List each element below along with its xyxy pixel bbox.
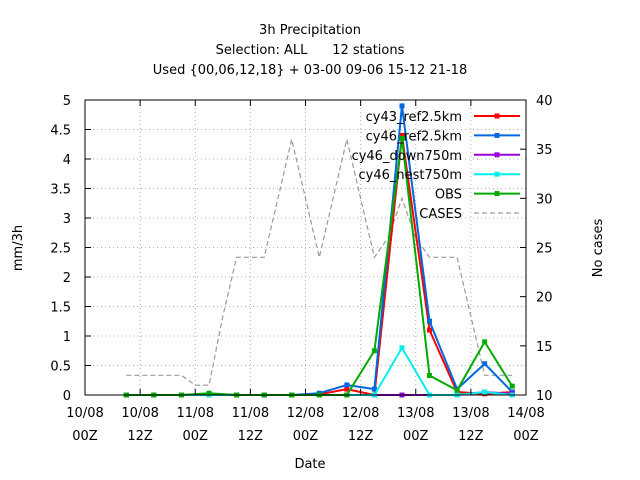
x-tick-label-hour: 12Z <box>238 429 264 444</box>
series-point <box>427 318 433 324</box>
x-tick-label-date: 12/08 <box>342 406 379 421</box>
x-tick-label-hour: 12Z <box>348 429 374 444</box>
title-line-2: Selection: ALL 12 stations <box>216 43 405 58</box>
y-tick-label: 3.5 <box>50 183 71 198</box>
y-tick-label: 3 <box>63 212 71 227</box>
y2-tick-label: 10 <box>536 389 553 404</box>
grid <box>85 100 526 395</box>
x-tick-label-date: 13/08 <box>452 406 489 421</box>
legend-marker <box>494 113 500 119</box>
x-tick-label-hour: 00Z <box>403 429 429 444</box>
series-point <box>399 103 405 109</box>
series-point <box>371 386 377 392</box>
x-tick-label-date: 11/08 <box>177 406 214 421</box>
y-tick-label: 2.5 <box>50 242 71 257</box>
series-point <box>482 361 488 367</box>
x-tick-label-hour: 00Z <box>513 429 539 444</box>
y2-tick-label: 30 <box>536 192 553 207</box>
legend-label: cy46_nest750m <box>359 168 462 183</box>
legend-label: cy43_ref2.5km <box>366 110 462 125</box>
x-tick-label-date: 14/08 <box>507 406 544 421</box>
x-tick-label-hour: 12Z <box>458 429 484 444</box>
legend: cy43_ref2.5km cy46_ref2.5km cy46_down750mc… <box>352 110 520 222</box>
series-point <box>427 327 433 333</box>
y-tick-label: 1.5 <box>50 301 71 316</box>
y2-tick-label: 35 <box>536 143 553 158</box>
x-tick-label-hour: 00Z <box>72 429 98 444</box>
series-point <box>509 383 515 389</box>
y2-tick-label: 15 <box>536 340 553 355</box>
series-point <box>482 389 488 395</box>
y-axis-label: mm/3h <box>11 225 26 271</box>
y-tick-label: 5 <box>63 94 71 109</box>
legend-label: cy46_ref2.5km <box>366 129 462 144</box>
y-tick-label: 4.5 <box>50 124 71 139</box>
title-line-3: Used {00,06,12,18} + 03-00 09-06 15-12 2… <box>153 63 467 78</box>
y-tick-label: 0.5 <box>50 360 71 375</box>
x-tick-label-date: 10/08 <box>66 406 103 421</box>
y-tick-label: 2 <box>63 271 71 286</box>
series-point <box>427 373 433 379</box>
series-layer <box>123 103 515 398</box>
x-tick-label-date: 13/08 <box>397 406 434 421</box>
series-point <box>206 390 212 396</box>
chart-title: 3h Precipitation Selection: ALL 12 stati… <box>153 23 467 78</box>
y2-tick-label: 20 <box>536 291 553 306</box>
title-line-1: 3h Precipitation <box>259 23 361 38</box>
series-point <box>454 387 460 393</box>
series-point <box>399 345 405 351</box>
y-tick-label: 1 <box>63 330 71 345</box>
x-tick-label-date: 10/08 <box>121 406 158 421</box>
y-tick-label: 4 <box>63 153 71 168</box>
axis-ticks: 10/08 00Z 10/08 12Z 11/08 00Z 11/08 12Z 12/08 00Z… <box>50 94 552 444</box>
y2-tick-label: 25 <box>536 242 553 257</box>
y-tick-label: 0 <box>63 389 71 404</box>
x-tick-label-date: 12/08 <box>287 406 324 421</box>
legend-label: CASES <box>419 207 462 222</box>
series-point <box>399 135 405 141</box>
legend-label: cy46_down750m <box>352 149 462 164</box>
legend-label: OBS <box>435 188 462 203</box>
y2-tick-label: 40 <box>536 94 553 109</box>
x-axis-label: Date <box>294 457 325 472</box>
x-tick-label-hour: 00Z <box>183 429 209 444</box>
y2-axis-label: No cases <box>591 219 606 278</box>
cases-layer <box>126 139 513 386</box>
series-point <box>344 382 350 388</box>
legend-marker <box>494 171 500 177</box>
legend-marker <box>494 132 500 138</box>
legend-marker <box>494 152 500 158</box>
x-tick-label-date: 11/08 <box>232 406 269 421</box>
x-tick-label-hour: 00Z <box>293 429 319 444</box>
legend-marker <box>494 191 500 197</box>
series-point <box>371 348 377 354</box>
series-point <box>344 386 350 392</box>
x-tick-label-hour: 12Z <box>127 429 153 444</box>
series-point <box>482 339 488 345</box>
series-point <box>399 132 405 138</box>
cases-line <box>126 139 513 386</box>
